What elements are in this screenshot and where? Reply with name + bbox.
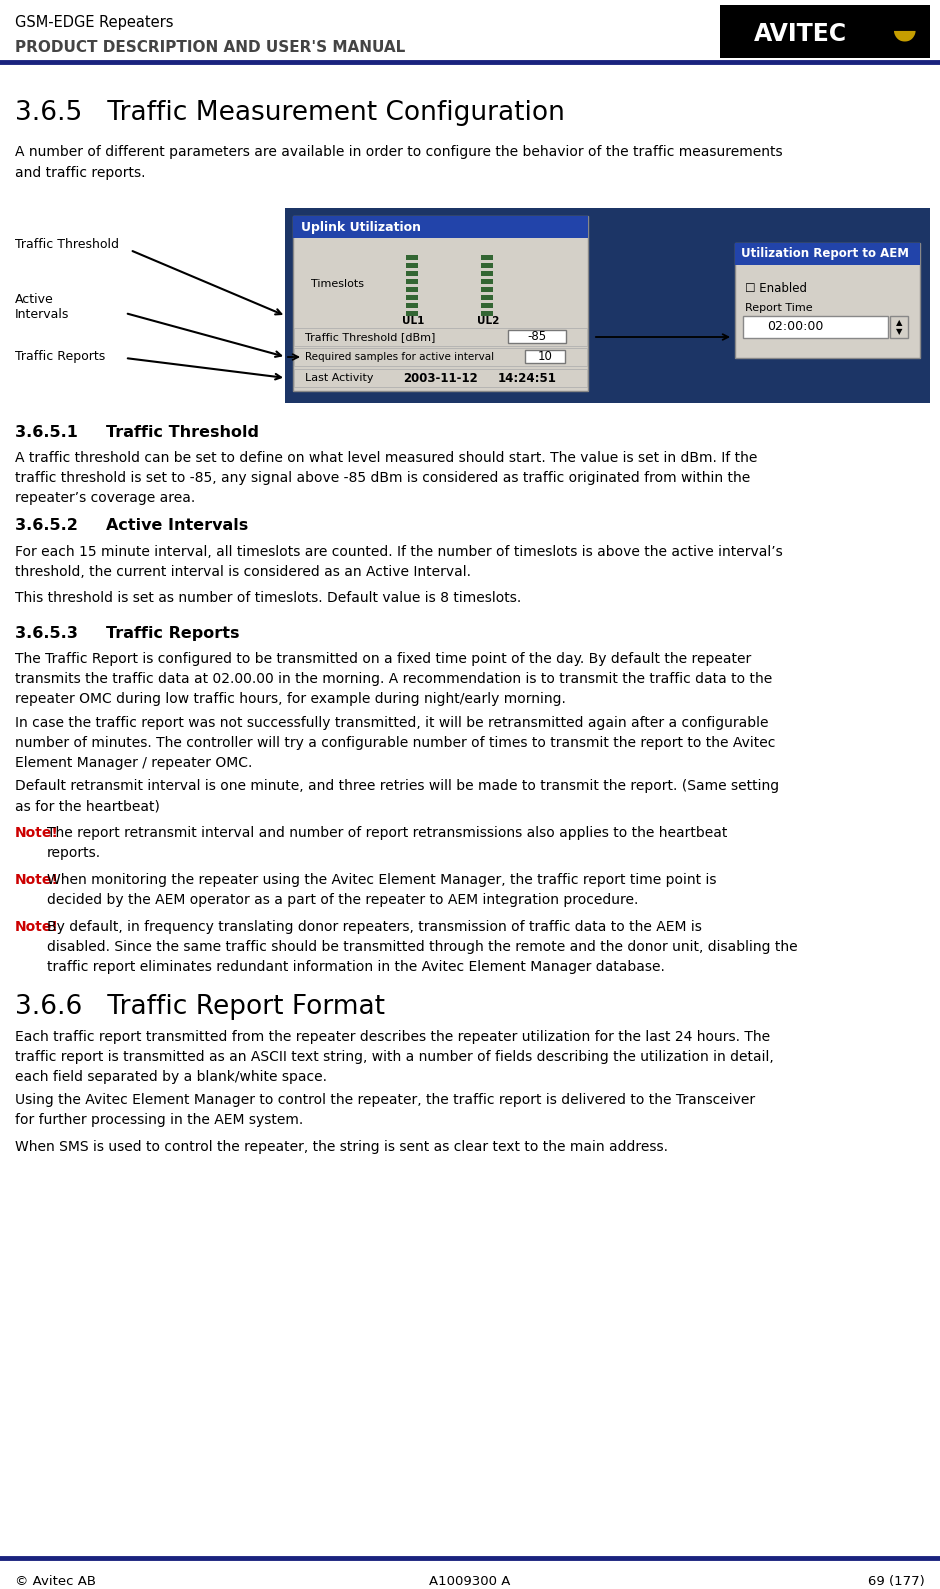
Bar	[406, 303, 418, 308]
Text: Traffic Threshold [dBm]: Traffic Threshold [dBm]	[305, 332, 435, 342]
Text: When SMS is used to control the repeater, the string is sent as clear text to th: When SMS is used to control the repeater…	[15, 1139, 668, 1154]
Text: GSM-EDGE Repeaters: GSM-EDGE Repeaters	[15, 14, 174, 30]
Text: Active: Active	[15, 292, 54, 307]
Text: ▲: ▲	[896, 318, 902, 327]
Bar	[481, 264, 493, 269]
Text: Report Time: Report Time	[745, 303, 812, 313]
Text: Traffic Threshold: Traffic Threshold	[15, 238, 119, 251]
Text: -85: -85	[527, 331, 546, 343]
Text: 02:00:00: 02:00:00	[767, 321, 823, 334]
Bar	[294, 369, 587, 388]
Text: 10: 10	[538, 351, 553, 364]
Text: 3.6.6   Traffic Report Format: 3.6.6 Traffic Report Format	[15, 993, 385, 1020]
Text: Using the Avitec Element Manager to control the repeater, the traffic report is : Using the Avitec Element Manager to cont…	[15, 1093, 755, 1127]
Bar	[481, 280, 493, 284]
Bar	[481, 272, 493, 276]
Bar	[481, 254, 493, 261]
Text: © Avitec AB: © Avitec AB	[15, 1575, 96, 1587]
Text: 3.6.5.1     Traffic Threshold: 3.6.5.1 Traffic Threshold	[15, 424, 259, 440]
Text: Note!: Note!	[15, 920, 59, 934]
Text: Uplink Utilization: Uplink Utilization	[301, 221, 421, 234]
Bar	[481, 296, 493, 300]
Bar	[481, 288, 493, 292]
Text: In case the traffic report was not successfully transmitted, it will be retransm: In case the traffic report was not succe…	[15, 715, 775, 769]
Bar	[735, 243, 920, 265]
Bar	[406, 311, 418, 316]
Bar	[406, 264, 418, 269]
Text: Last Activity: Last Activity	[305, 373, 373, 383]
Text: Note!: Note!	[15, 872, 59, 887]
Text: 14:24:51: 14:24:51	[498, 372, 556, 385]
Bar	[406, 296, 418, 300]
Text: When monitoring the repeater using the Avitec Element Manager, the traffic repor: When monitoring the repeater using the A…	[47, 872, 716, 907]
Text: 3.6.5.2     Active Intervals: 3.6.5.2 Active Intervals	[15, 518, 248, 534]
Bar	[294, 327, 587, 346]
Text: Utilization Report to AEM: Utilization Report to AEM	[741, 248, 909, 261]
Text: Timeslots: Timeslots	[311, 280, 364, 289]
Text: For each 15 minute interval, all timeslots are counted. If the number of timeslo: For each 15 minute interval, all timeslo…	[15, 545, 783, 578]
Bar	[508, 331, 566, 343]
Bar	[285, 208, 930, 404]
Text: 69 (177): 69 (177)	[869, 1575, 925, 1587]
Text: The Traffic Report is configured to be transmitted on a fixed time point of the : The Traffic Report is configured to be t…	[15, 651, 773, 706]
Bar	[406, 254, 418, 261]
Text: Default retransmit interval is one minute, and three retries will be made to tra: Default retransmit interval is one minut…	[15, 779, 779, 814]
Text: UL1: UL1	[401, 316, 424, 326]
Bar	[293, 216, 588, 238]
Text: Traffic Reports: Traffic Reports	[15, 350, 105, 362]
Text: 3.6.5   Traffic Measurement Configuration: 3.6.5 Traffic Measurement Configuration	[15, 100, 565, 126]
Text: 2003-11-12: 2003-11-12	[403, 372, 478, 385]
Text: A1009300 A: A1009300 A	[430, 1575, 510, 1587]
Bar	[743, 316, 888, 338]
Bar	[481, 303, 493, 308]
Text: ☐ Enabled: ☐ Enabled	[745, 281, 807, 294]
Bar	[481, 311, 493, 316]
Bar	[294, 348, 587, 365]
Text: Note!: Note!	[15, 826, 59, 841]
Text: PRODUCT DESCRIPTION AND USER'S MANUAL: PRODUCT DESCRIPTION AND USER'S MANUAL	[15, 40, 405, 56]
Bar	[406, 288, 418, 292]
Text: A traffic threshold can be set to define on what level measured should start. Th: A traffic threshold can be set to define…	[15, 451, 758, 505]
Text: Each traffic report transmitted from the repeater describes the repeater utiliza: Each traffic report transmitted from the…	[15, 1030, 774, 1084]
Text: Required samples for active interval: Required samples for active interval	[305, 353, 494, 362]
Bar	[406, 272, 418, 276]
Text: The report retransmit interval and number of report retransmissions also applies: The report retransmit interval and numbe…	[47, 826, 728, 860]
Bar	[720, 5, 930, 59]
Text: ◖: ◖	[889, 27, 917, 41]
Text: This threshold is set as number of timeslots. Default value is 8 timeslots.: This threshold is set as number of times…	[15, 591, 522, 605]
Text: ▼: ▼	[896, 327, 902, 337]
Text: By default, in frequency translating donor repeaters, transmission of traffic da: By default, in frequency translating don…	[47, 920, 798, 974]
Bar	[890, 316, 908, 338]
Bar	[525, 350, 565, 362]
Text: Intervals: Intervals	[15, 308, 70, 321]
Text: 3.6.5.3     Traffic Reports: 3.6.5.3 Traffic Reports	[15, 626, 240, 640]
Bar	[406, 280, 418, 284]
Text: AVITEC: AVITEC	[754, 22, 847, 46]
Text: A number of different parameters are available in order to configure the behavio: A number of different parameters are ava…	[15, 145, 783, 180]
Text: UL2: UL2	[477, 316, 499, 326]
Bar	[293, 216, 588, 391]
Bar	[735, 243, 920, 358]
